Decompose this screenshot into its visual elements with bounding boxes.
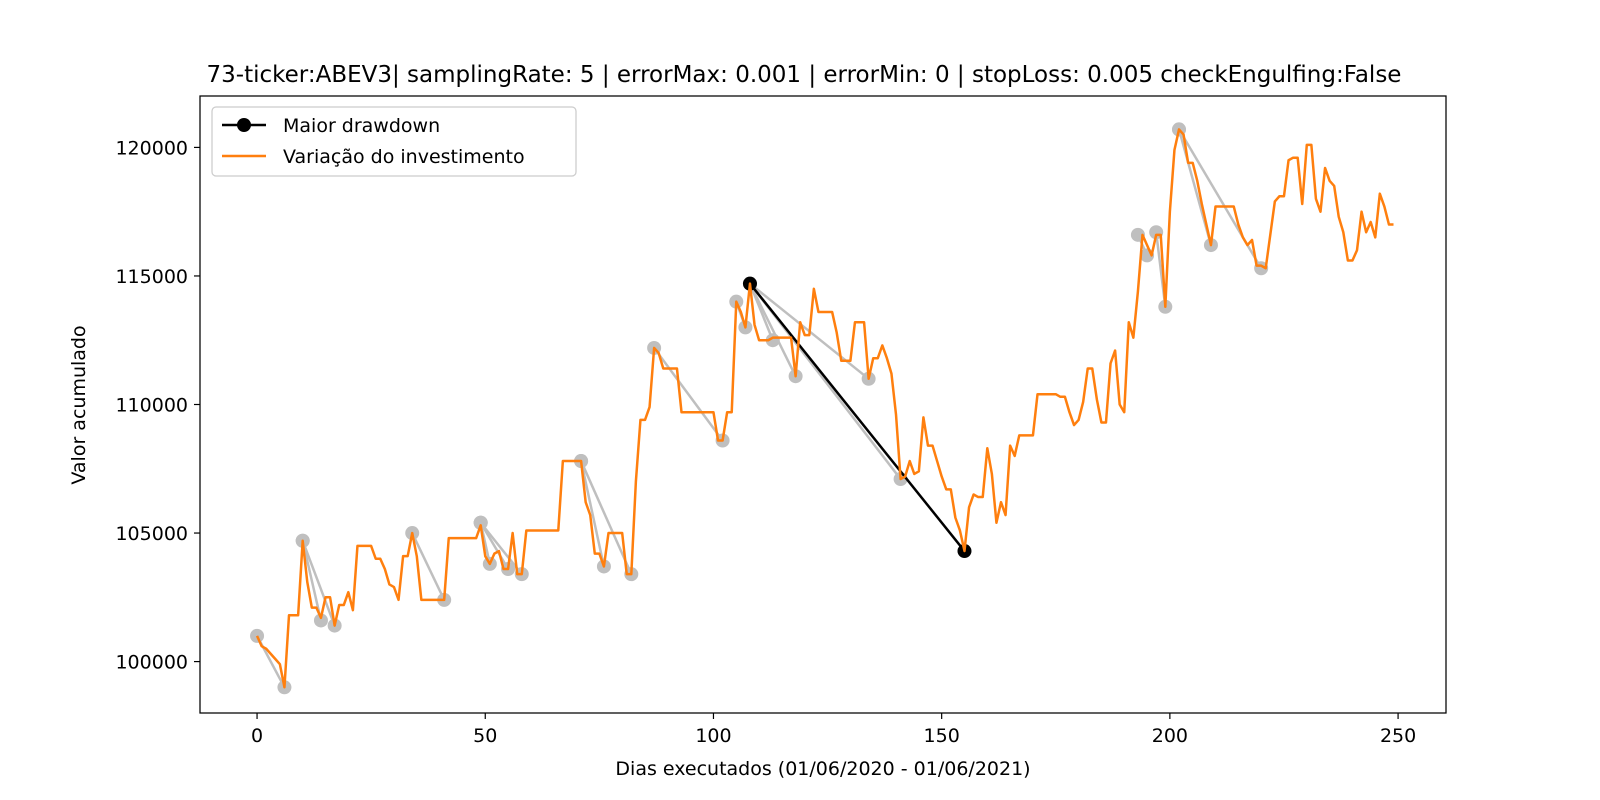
x-tick-label: 50: [473, 725, 497, 747]
investment-series: [255, 128, 1394, 689]
y-tick-label: 100000: [115, 652, 188, 674]
drawdown-pair-line: [301, 540, 323, 621]
investment-line: [255, 128, 1394, 689]
drawdown-pair-point: [473, 515, 488, 530]
y-tick-label: 110000: [115, 395, 188, 417]
drawdown-pair-line: [411, 532, 446, 601]
legend-investment-label: Variação do investimento: [283, 146, 525, 168]
y-axis-ticks: 100000 105000 110000 115000 120000: [115, 137, 200, 674]
drawdown-pair-line: [579, 460, 633, 575]
max-drawdown-line: [748, 282, 966, 552]
y-tick-label: 105000: [115, 523, 188, 545]
y-tick-label: 120000: [115, 137, 188, 159]
legend-box: [211, 106, 577, 177]
x-tick-label: 0: [251, 725, 263, 747]
x-tick-label: 250: [1380, 725, 1416, 747]
drawdown-pair-line: [653, 347, 724, 442]
x-tick-label: 150: [924, 725, 960, 747]
y-axis-label: Valor acumulado: [68, 325, 90, 484]
drawdown-pair-line: [579, 460, 606, 567]
y-tick-label: 115000: [115, 266, 188, 288]
x-tick-label: 200: [1152, 725, 1188, 747]
x-tick-label: 100: [695, 725, 731, 747]
drawdown-pair-line: [301, 540, 336, 627]
drawdown-pair-point: [313, 613, 328, 628]
drawdown-pair-line: [479, 521, 523, 575]
chart-title: 73-ticker:ABEV3| samplingRate: 5 | error…: [207, 62, 1402, 88]
x-axis-label: Dias executados (01/06/2020 - 01/06/2021…: [615, 758, 1030, 780]
legend-drawdown-label: Maior drawdown: [283, 115, 440, 137]
drawdown-pair-line: [748, 283, 797, 377]
legend-drawdown-marker: [237, 118, 251, 132]
drawdown-pair-point: [250, 628, 265, 643]
x-axis-ticks: 0 50 100 150 200 250: [251, 713, 1416, 747]
legend: Maior drawdown Variação do investimento: [211, 106, 577, 177]
